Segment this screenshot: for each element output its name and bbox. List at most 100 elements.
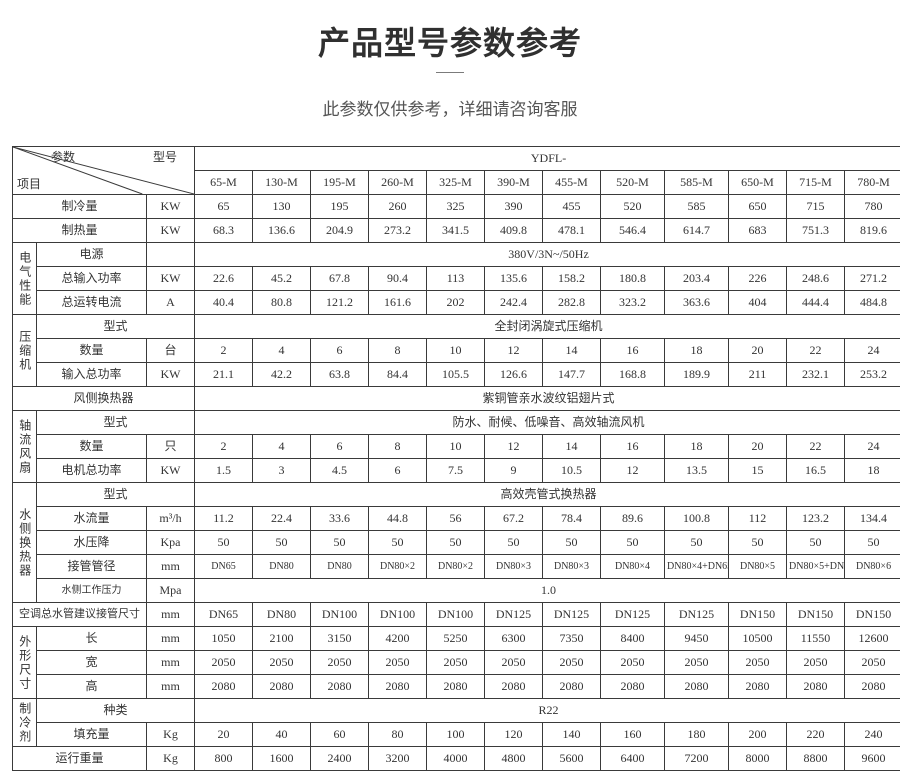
table-cell: 800 — [195, 747, 253, 771]
table-cell: 325 — [427, 195, 485, 219]
table-cell: 160 — [601, 723, 665, 747]
table-cell: 140 — [543, 723, 601, 747]
row-elec-src: 电气性能 电源 380V/3N~/50Hz — [13, 243, 900, 267]
row-run-weight: 运行重量 Kg 80016002400320040004800560064007… — [13, 747, 900, 771]
table-cell: 126.6 — [485, 363, 543, 387]
model-col: 65-M — [195, 171, 253, 195]
table-cell: 42.2 — [253, 363, 311, 387]
table-cell: 50 — [195, 531, 253, 555]
table-cell: 9600 — [845, 747, 900, 771]
row-we-drop: 水压降 Kpa 505050505050505050505050 — [13, 531, 900, 555]
table-cell: 211 — [729, 363, 787, 387]
table-cell: DN80×6 — [845, 555, 900, 579]
table-cell: 136.6 — [253, 219, 311, 243]
table-cell: 751.3 — [787, 219, 845, 243]
table-cell: 15 — [729, 459, 787, 483]
table-cell: 40 — [253, 723, 311, 747]
table-cell: 50 — [311, 531, 369, 555]
table-cell: 20 — [195, 723, 253, 747]
row-heating: 制热量 KW 68.3136.6204.9273.2341.5409.8478.… — [13, 219, 900, 243]
model-col: 715-M — [787, 171, 845, 195]
table-cell: 2080 — [485, 675, 543, 699]
table-cell: DN150 — [845, 603, 900, 627]
table-cell: 4000 — [427, 747, 485, 771]
table-cell: 24 — [845, 339, 900, 363]
table-cell: DN125 — [665, 603, 729, 627]
table-cell: 10500 — [729, 627, 787, 651]
table-cell: 100 — [427, 723, 485, 747]
subtitle: 此参数仅供参考，详细请咨询客服 — [12, 95, 888, 120]
table-cell: 404 — [729, 291, 787, 315]
table-cell: 8400 — [601, 627, 665, 651]
table-cell: 2050 — [195, 651, 253, 675]
row-comp-type: 压缩机 型式 全封闭涡旋式压缩机 — [13, 315, 900, 339]
model-col: 130-M — [253, 171, 311, 195]
table-cell: 3150 — [311, 627, 369, 651]
table-cell: 4200 — [369, 627, 427, 651]
row-elec-current: 总运转电流 A 40.480.8121.2161.6202242.4282.83… — [13, 291, 900, 315]
title-underline — [436, 72, 464, 73]
row-fan-qty: 数量 只 24681012141618202224 — [13, 435, 900, 459]
table-cell: DN80 — [253, 603, 311, 627]
table-cell: 2400 — [311, 747, 369, 771]
table-cell: 24 — [845, 435, 900, 459]
table-cell: 323.2 — [601, 291, 665, 315]
table-cell: 240 — [845, 723, 900, 747]
table-cell: 4 — [253, 339, 311, 363]
table-cell: 195 — [311, 195, 369, 219]
row-comp-input: 输入总功率 KW 21.142.263.884.4105.5126.6147.7… — [13, 363, 900, 387]
table-cell: DN125 — [543, 603, 601, 627]
table-cell: DN80 — [311, 555, 369, 579]
diag-item: 项目 — [17, 177, 41, 191]
table-cell: 2050 — [427, 651, 485, 675]
table-cell: 5600 — [543, 747, 601, 771]
table-cell: 50 — [253, 531, 311, 555]
table-cell: 67.8 — [311, 267, 369, 291]
table-cell: 12 — [485, 435, 543, 459]
model-col: 260-M — [369, 171, 427, 195]
table-cell: 112 — [729, 507, 787, 531]
table-cell: 50 — [427, 531, 485, 555]
table-cell: 2080 — [369, 675, 427, 699]
table-cell: 484.8 — [845, 291, 900, 315]
table-cell: 189.9 — [665, 363, 729, 387]
table-cell: 12600 — [845, 627, 900, 651]
table-cell: 67.2 — [485, 507, 543, 531]
table-cell: 7350 — [543, 627, 601, 651]
table-cell: 89.6 — [601, 507, 665, 531]
model-col: 780-M — [845, 171, 900, 195]
table-cell: 50 — [369, 531, 427, 555]
table-cell: 1.5 — [195, 459, 253, 483]
table-cell: 6400 — [601, 747, 665, 771]
table-cell: 363.6 — [665, 291, 729, 315]
row-ref-charge: 填充量 Kg 20406080100120140160180200220240 — [13, 723, 900, 747]
table-cell: 2 — [195, 339, 253, 363]
table-cell: 2080 — [253, 675, 311, 699]
table-cell: 180 — [665, 723, 729, 747]
table-cell: 585 — [665, 195, 729, 219]
table-cell: 1050 — [195, 627, 253, 651]
table-cell: 226 — [729, 267, 787, 291]
table-cell: 22 — [787, 339, 845, 363]
table-cell: 20 — [729, 435, 787, 459]
table-cell: 273.2 — [369, 219, 427, 243]
table-cell: 121.2 — [311, 291, 369, 315]
table-cell: 5250 — [427, 627, 485, 651]
table-cell: 84.4 — [369, 363, 427, 387]
table-cell: DN80×4 — [601, 555, 665, 579]
row-elec-input: 总输入功率 KW 22.645.267.890.4113135.6158.218… — [13, 267, 900, 291]
table-cell: 123.2 — [787, 507, 845, 531]
row-we-press: 水侧工作压力 Mpa 1.0 — [13, 579, 900, 603]
table-cell: 18 — [845, 459, 900, 483]
table-cell: 120 — [485, 723, 543, 747]
table-cell: DN100 — [311, 603, 369, 627]
table-cell: 16 — [601, 339, 665, 363]
table-cell: 12 — [601, 459, 665, 483]
table-cell: DN80×2 — [369, 555, 427, 579]
table-cell: 819.6 — [845, 219, 900, 243]
row-dim-h: 高 mm 20802080208020802080208020802080208… — [13, 675, 900, 699]
model-col: 520-M — [601, 171, 665, 195]
table-cell: 8 — [369, 435, 427, 459]
table-cell: 2080 — [729, 675, 787, 699]
table-cell: 33.6 — [311, 507, 369, 531]
